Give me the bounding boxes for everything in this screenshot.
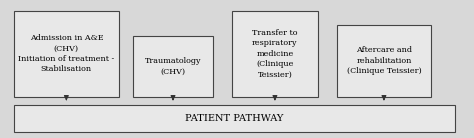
- Text: PATIENT PATHWAY: PATIENT PATHWAY: [185, 114, 284, 123]
- Text: Transfer to
respiratory
medicine
(Clinique
Teissier): Transfer to respiratory medicine (Cliniq…: [252, 29, 298, 79]
- Text: Aftercare and
rehabilitation
(Clinique Teissier): Aftercare and rehabilitation (Clinique T…: [346, 46, 421, 75]
- Text: Traumatology
(CHV): Traumatology (CHV): [145, 57, 201, 75]
- FancyBboxPatch shape: [133, 36, 213, 97]
- Text: Admission in A&E
(CHV)
Initiation of treatment -
Stabilisation: Admission in A&E (CHV) Initiation of tre…: [18, 34, 115, 73]
- FancyBboxPatch shape: [14, 105, 455, 132]
- FancyBboxPatch shape: [232, 11, 318, 97]
- FancyBboxPatch shape: [337, 25, 431, 97]
- FancyBboxPatch shape: [14, 11, 118, 97]
